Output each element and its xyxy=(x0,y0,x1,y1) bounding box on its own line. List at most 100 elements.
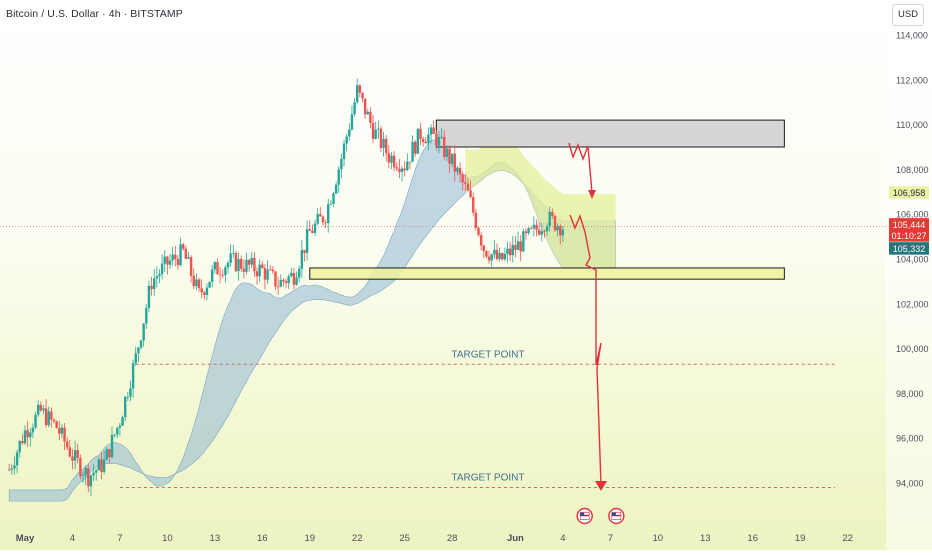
flag-stripe xyxy=(611,514,621,517)
candle xyxy=(553,216,557,231)
candle xyxy=(419,128,422,140)
candle xyxy=(387,153,391,163)
candle xyxy=(395,167,398,169)
candle xyxy=(139,340,143,348)
x-tick-label: 13 xyxy=(700,533,711,544)
candle xyxy=(276,286,280,288)
candle xyxy=(340,159,343,170)
candle xyxy=(342,143,346,160)
candle xyxy=(461,174,464,183)
candle xyxy=(129,388,132,397)
candle xyxy=(200,288,203,293)
projection-arrows xyxy=(568,142,607,491)
candle xyxy=(350,114,354,130)
candle xyxy=(448,148,451,164)
us-flag-event-icon[interactable] xyxy=(576,507,593,525)
candle xyxy=(76,450,79,458)
candle xyxy=(92,472,95,476)
candle xyxy=(71,456,74,461)
candle xyxy=(437,136,441,146)
flag-canton xyxy=(611,512,616,516)
price-label-bg xyxy=(889,186,929,199)
candle xyxy=(366,111,369,115)
y-tick-label: 112,000 xyxy=(896,75,928,85)
x-tick-label: May xyxy=(16,533,35,544)
y-tick-label: 108,000 xyxy=(896,165,929,175)
y-tick-label: 106,000 xyxy=(896,210,929,220)
currency-unit-badge[interactable]: USD xyxy=(892,4,924,26)
candle xyxy=(398,168,401,172)
candle xyxy=(503,253,507,260)
candle xyxy=(519,241,522,252)
candle xyxy=(319,214,322,217)
candle xyxy=(421,139,425,142)
candle xyxy=(250,257,253,265)
candle xyxy=(348,129,351,137)
candle xyxy=(160,263,164,275)
y-tick-label: 102,000 xyxy=(896,299,929,309)
y-tick-label: 104,000 xyxy=(896,255,929,265)
candle xyxy=(10,468,14,470)
candle xyxy=(21,440,24,444)
candle xyxy=(466,183,470,191)
candle xyxy=(408,161,412,163)
candle xyxy=(501,252,504,260)
candle xyxy=(166,256,169,265)
candle xyxy=(474,212,478,229)
arrowhead-2 xyxy=(595,481,607,491)
candle xyxy=(134,353,137,364)
candle xyxy=(385,138,388,154)
candle xyxy=(229,253,232,263)
candle xyxy=(50,411,53,420)
time-axis[interactable]: May 4 7 10 13 16 19 22 25 28 Jun 4 7 10 13 16 19 22 xyxy=(16,533,853,544)
price-label: 106,958 xyxy=(893,188,926,198)
candle xyxy=(211,269,214,282)
candle xyxy=(36,404,40,415)
price-axis[interactable]: 94,00096,00098,000100,000102,000104,0001… xyxy=(886,0,932,550)
candle xyxy=(530,228,533,229)
price-label: 01:10:27 xyxy=(891,231,926,241)
candle xyxy=(44,408,48,426)
candle xyxy=(545,226,549,232)
candle xyxy=(58,428,61,434)
candle xyxy=(113,434,116,436)
candle xyxy=(382,138,385,148)
candle xyxy=(522,231,525,252)
candle xyxy=(295,277,298,285)
candles xyxy=(7,78,565,497)
candle xyxy=(247,259,251,265)
candle xyxy=(559,226,562,236)
candle xyxy=(142,323,145,341)
candle xyxy=(89,475,93,487)
candle xyxy=(416,128,420,154)
y-tick-label: 96,000 xyxy=(896,434,924,444)
ichimoku-cloud xyxy=(8,135,616,502)
candle xyxy=(324,222,327,224)
candle xyxy=(34,414,37,428)
candle xyxy=(300,249,304,269)
candle xyxy=(65,441,69,448)
target-point-label-2: TARGET POINT xyxy=(452,472,525,483)
candle xyxy=(261,264,264,268)
candle xyxy=(361,92,364,99)
candle xyxy=(540,231,543,235)
us-flag-event-icon[interactable] xyxy=(608,507,625,525)
y-tick-label: 100,000 xyxy=(896,344,929,354)
candle xyxy=(63,427,66,442)
candle xyxy=(174,254,177,260)
candle xyxy=(274,271,277,287)
candle xyxy=(68,447,72,457)
candle xyxy=(303,249,306,254)
candle xyxy=(195,279,198,287)
x-tick-label: 22 xyxy=(842,533,853,544)
event-icons[interactable] xyxy=(576,507,625,525)
candle xyxy=(298,268,301,278)
candle xyxy=(292,272,296,285)
y-tick-label: 114,000 xyxy=(896,31,928,41)
candle xyxy=(498,252,501,259)
candle xyxy=(197,279,201,289)
candle xyxy=(224,267,227,276)
candle xyxy=(464,182,467,184)
